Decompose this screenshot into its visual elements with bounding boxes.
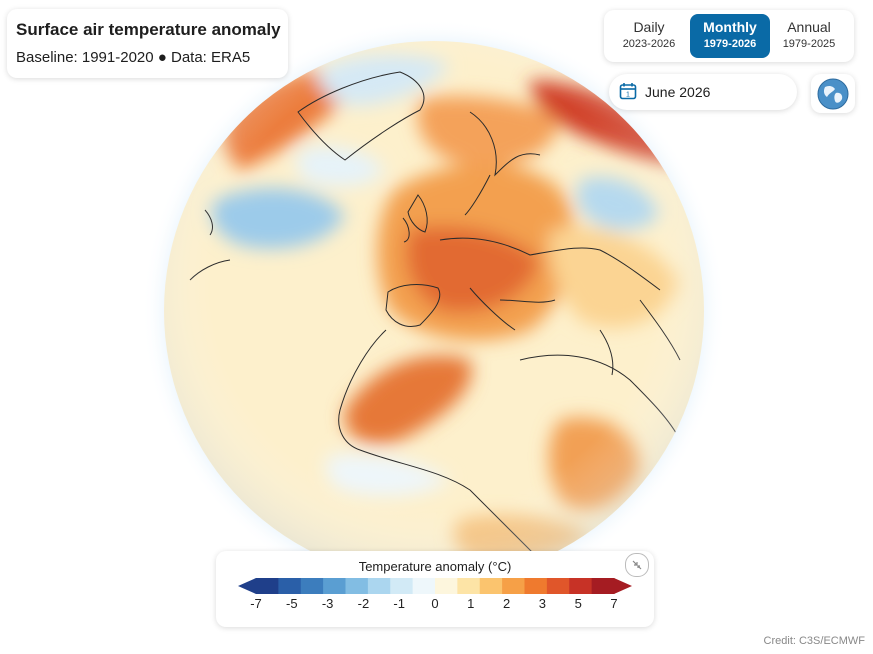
legend-swatch (412, 578, 436, 594)
legend-swatch (256, 578, 279, 594)
legend-swatch (546, 578, 570, 594)
legend-tick-label: -2 (358, 596, 370, 611)
legend-tick-label: -5 (286, 596, 298, 611)
legend-tick-label: -3 (322, 596, 334, 611)
legend-swatch (569, 578, 593, 594)
tab-annual[interactable]: Annual 1979-2025 (769, 14, 849, 58)
collapse-icon (632, 560, 642, 570)
tab-annual-label: Annual (787, 19, 831, 35)
legend-swatch (591, 578, 615, 594)
legend-arrow-max (614, 578, 632, 594)
legend-arrow-min (238, 578, 256, 594)
tab-daily[interactable]: Daily 2023-2026 (609, 14, 689, 58)
legend-tick-label: 5 (575, 596, 582, 611)
svg-text:1: 1 (626, 92, 630, 99)
globe-icon (817, 78, 849, 110)
legend-collapse-button[interactable] (625, 553, 649, 577)
tab-annual-range: 1979-2025 (782, 38, 836, 50)
legend-swatch (300, 578, 324, 594)
page-title: Surface air temperature anomaly (16, 20, 281, 39)
legend-swatch (435, 578, 458, 594)
tab-monthly[interactable]: Monthly 1979-2026 (690, 14, 770, 58)
date-value: June 2026 (645, 84, 711, 100)
calendar-icon: 1 (619, 83, 637, 100)
view-toggle-button[interactable] (811, 74, 855, 113)
tab-monthly-range: 1979-2026 (703, 38, 757, 50)
legend-swatch (323, 578, 346, 594)
legend-swatch (479, 578, 503, 594)
title-card: Surface air temperature anomaly Baseline… (7, 9, 288, 78)
legend-tick-label: -1 (393, 596, 405, 611)
tab-daily-label: Daily (633, 19, 665, 35)
legend-swatch (367, 578, 391, 594)
tab-daily-range: 2023-2026 (622, 38, 676, 50)
legend-tick-label: 0 (431, 596, 438, 611)
legend-tick-label: 7 (610, 596, 617, 611)
legend-swatch (390, 578, 414, 594)
legend-swatch (278, 578, 302, 594)
period-tabs: Daily 2023-2026 Monthly 1979-2026 Annual… (604, 10, 854, 62)
legend-swatch (345, 578, 369, 594)
credit-text: Credit: C3S/ECMWF (763, 635, 865, 647)
legend-swatch (524, 578, 548, 594)
legend-title: Temperature anomaly (°C) (358, 559, 512, 574)
legend-tick-label: 2 (503, 596, 510, 611)
legend-tick-label: 3 (539, 596, 546, 611)
date-picker[interactable]: 1 June 2026 (609, 74, 797, 110)
legend-colorbar: -7 -5 -3 -2 -1 0 1 2 3 5 7 (238, 578, 632, 611)
legend-swatch (502, 578, 525, 594)
legend-panel: Temperature anomaly (°C) -7 -5 -3 -2 -1 0 1 2 3 5… (216, 551, 654, 627)
tab-monthly-label: Monthly (703, 19, 757, 35)
legend-tick-label: 1 (467, 596, 474, 611)
page-subtitle: Baseline: 1991-2020 ● Data: ERA5 (16, 49, 251, 66)
legend-tick-label: -7 (250, 596, 262, 611)
legend-swatch (457, 578, 481, 594)
